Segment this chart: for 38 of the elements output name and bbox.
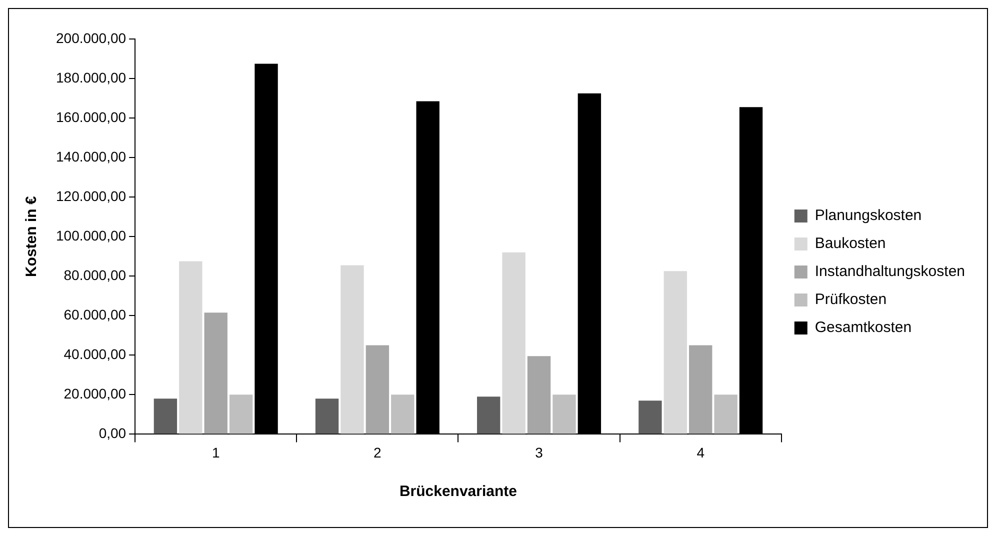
- bar: [502, 252, 526, 434]
- y-tick-label: 20.000,00: [64, 386, 126, 402]
- y-tick-label: 80.000,00: [64, 266, 126, 283]
- legend-label: Gesamtkosten: [814, 319, 912, 336]
- legend-label: Planungskosten: [814, 207, 922, 224]
- legend-label: Instandhaltungskosten: [814, 263, 966, 280]
- bar: [340, 265, 364, 434]
- bar: [552, 394, 576, 434]
- bar: [714, 394, 738, 434]
- bar: [391, 394, 414, 434]
- bar: [154, 398, 178, 434]
- y-tick-label: 100.000,00: [56, 227, 126, 244]
- bar: [664, 271, 687, 434]
- bar: [638, 400, 662, 434]
- y-tick-label: 140.000,00: [56, 148, 126, 164]
- x-tick-label: 4: [696, 444, 705, 460]
- bar: [477, 396, 500, 434]
- bar: [229, 394, 253, 434]
- y-tick-label: 40.000,00: [64, 346, 126, 362]
- y-tick-label: 180.000,00: [56, 69, 126, 86]
- bar: [315, 398, 339, 434]
- x-tick-label: 3: [535, 444, 544, 460]
- x-tick-label: 1: [212, 444, 220, 460]
- x-axis-title: Brückenvariante: [399, 483, 518, 500]
- y-tick-label: 160.000,00: [56, 108, 126, 125]
- y-tick-label: 0,00: [98, 425, 126, 442]
- bar: [527, 356, 551, 434]
- y-tick-label: 120.000,00: [56, 188, 126, 204]
- bar: [204, 312, 228, 434]
- bar: [179, 261, 202, 434]
- y-axis-title: Kosten in €: [23, 196, 40, 278]
- y-tick-label: 200.000,00: [56, 30, 126, 46]
- legend-label: Baukosten: [814, 235, 886, 252]
- legend-label: Prüfkosten: [814, 291, 887, 308]
- bar: [689, 345, 712, 434]
- bar: [366, 345, 390, 434]
- y-tick-label: 60.000,00: [64, 306, 126, 322]
- x-tick-label: 2: [374, 444, 382, 460]
